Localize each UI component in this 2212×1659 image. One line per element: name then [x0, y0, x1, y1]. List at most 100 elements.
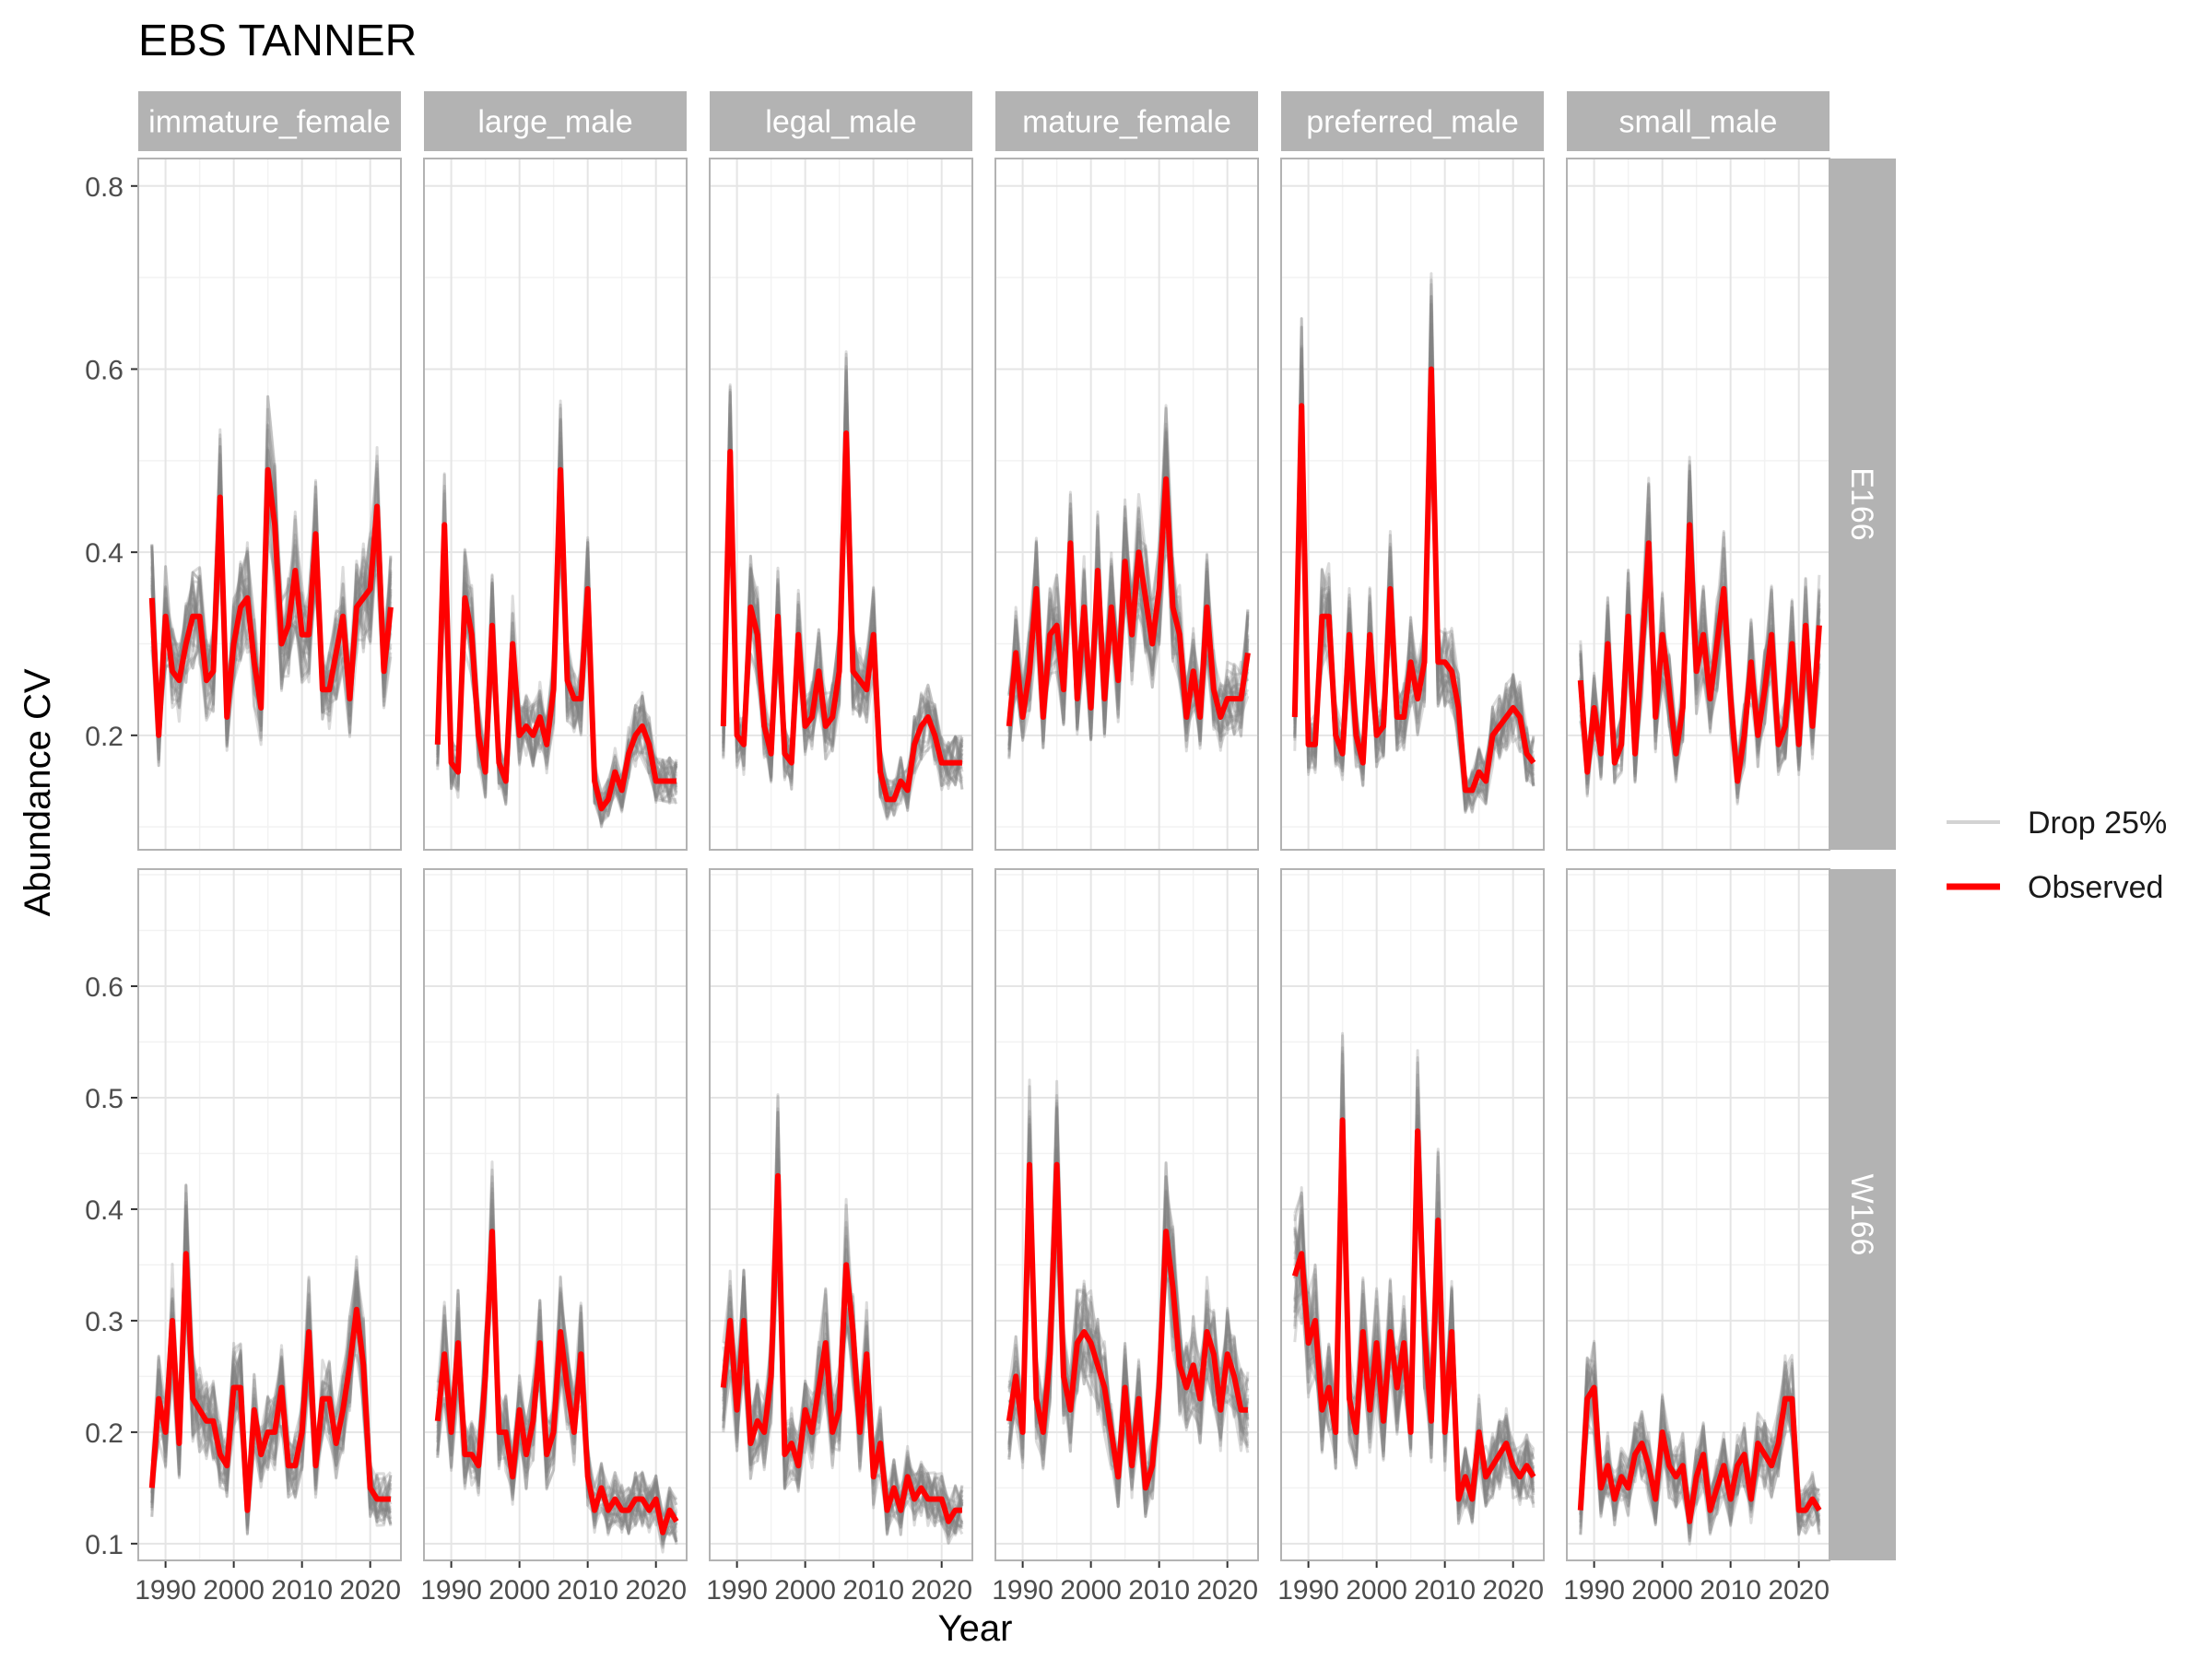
facet-label-mature_female: mature_female [1022, 105, 1231, 140]
x-tick-label: 2000 [1346, 1575, 1407, 1606]
facet-label-preferred_male: preferred_male [1306, 105, 1519, 140]
panel-E166-small_male [1566, 158, 1830, 851]
facet-label-small_male: small_male [1619, 105, 1778, 140]
panel-border [423, 868, 688, 1561]
drop-25-series-line [150, 445, 393, 747]
drop-25-series-line [1007, 502, 1250, 759]
y-tick-label: 0.4 [85, 1195, 124, 1226]
x-tick-label: 1990 [135, 1575, 196, 1606]
y-tick-label: 0.2 [85, 1418, 124, 1449]
panel-background [1567, 159, 1830, 850]
panel-border [137, 868, 402, 1561]
panel-E166-immature_female [137, 158, 402, 851]
observed-series-line [1577, 522, 1822, 784]
panel-E166-preferred_male [1280, 158, 1545, 851]
drop-25-series-line [436, 1224, 678, 1542]
drop-25-series-line [1579, 513, 1821, 778]
panel-E166-large_male [423, 158, 688, 851]
chart-title: EBS TANNER [138, 17, 417, 65]
facet-strip-immature_female [138, 91, 401, 151]
x-tick-label: 2020 [1482, 1575, 1544, 1606]
legend: Drop 25% Observed [1947, 806, 2167, 905]
x-tick-label: 2010 [1700, 1575, 1761, 1606]
observed-series-line [1006, 476, 1251, 727]
facet-strip-preferred_male [1281, 91, 1544, 151]
observed-series-line [1291, 1117, 1536, 1502]
y-tick-label: 0.8 [85, 172, 124, 203]
panel-background [710, 869, 972, 1560]
observed-series-line [1577, 1384, 1822, 1524]
x-tick-label: 1990 [1563, 1575, 1625, 1606]
panel-W166-small_male [1566, 868, 1830, 1561]
x-tick-label: 1990 [992, 1575, 1053, 1606]
panel-background [138, 869, 401, 1560]
y-axis-label: Abundance CV [18, 668, 58, 916]
facet-strip-mature_female [995, 91, 1258, 151]
x-tick-label: 1990 [420, 1575, 482, 1606]
y-tick-label: 0.6 [85, 972, 124, 1003]
x-tick-label: 2020 [1768, 1575, 1830, 1606]
panel-border [137, 158, 402, 851]
facet-label-large_male: large_male [477, 105, 632, 140]
observed-series-line [434, 466, 677, 812]
panel-border [994, 158, 1259, 851]
drop-25-series-line [1579, 1341, 1821, 1517]
panel-background [995, 869, 1258, 1560]
x-tick-label: 2010 [1128, 1575, 1190, 1606]
x-tick-label: 2010 [271, 1575, 333, 1606]
panel-W166-large_male [423, 868, 688, 1561]
facet-strip-small_male [1567, 91, 1830, 151]
facet-strip-W166 [1830, 869, 1896, 1560]
y-tick-label: 0.1 [85, 1530, 124, 1560]
panel-W166-legal_male [709, 868, 973, 1561]
drop-25-series-line [1579, 1360, 1821, 1524]
drop-25-series-line [150, 449, 393, 748]
panel-background [995, 159, 1258, 850]
drop-25-series-line [150, 1235, 393, 1529]
facet-label-E166: E166 [1844, 467, 1879, 540]
panel-border [1280, 868, 1545, 1561]
x-tick-label: 2020 [339, 1575, 401, 1606]
drop-25-series-line [1007, 440, 1250, 736]
observed-series-line [148, 466, 394, 738]
legend-label-drop: Drop 25% [2028, 806, 2167, 841]
panel-border [1566, 158, 1830, 851]
observed-series-line [720, 430, 962, 803]
y-tick-label: 0.4 [85, 538, 124, 569]
panel-border [1280, 158, 1545, 851]
panel-W166-mature_female [994, 868, 1259, 1561]
observed-series-line [1291, 366, 1536, 794]
x-tick-label: 2010 [1414, 1575, 1476, 1606]
x-tick-label: 1990 [1277, 1575, 1339, 1606]
facet-strip-legal_male [710, 91, 972, 151]
y-tick-label: 0.2 [85, 722, 124, 752]
observed-series-line [1006, 1161, 1248, 1491]
x-tick-label: 2000 [488, 1575, 550, 1606]
x-tick-label: 2000 [1060, 1575, 1122, 1606]
x-tick-label: 2010 [842, 1575, 904, 1606]
panel-border [1566, 868, 1830, 1561]
facet-label-legal_male: legal_male [765, 105, 916, 140]
x-tick-label: 2020 [625, 1575, 687, 1606]
observed-series-line [720, 1172, 962, 1524]
facet-label-immature_female: immature_female [148, 105, 391, 140]
x-tick-label: 2000 [1631, 1575, 1693, 1606]
drop-25-series-line [1007, 509, 1250, 750]
observed-series-line [148, 1251, 391, 1513]
drop-25-series-line [150, 407, 393, 741]
x-tick-label: 2000 [203, 1575, 265, 1606]
panel-border [709, 868, 973, 1561]
panel-background [424, 869, 687, 1560]
x-tick-label: 2010 [557, 1575, 618, 1606]
drop-25-series-line [150, 458, 393, 735]
panel-W166-preferred_male [1280, 868, 1545, 1561]
x-tick-label: 2020 [911, 1575, 972, 1606]
panel-E166-mature_female [994, 158, 1259, 851]
panel-border [994, 868, 1259, 1561]
facet-strip-E166 [1830, 159, 1896, 850]
panel-border [423, 158, 688, 851]
drop-25-series-line [436, 1191, 678, 1536]
x-axis-label: Year [938, 1608, 1013, 1649]
x-tick-label: 2020 [1196, 1575, 1258, 1606]
drop-25-series-line [1579, 1376, 1821, 1535]
